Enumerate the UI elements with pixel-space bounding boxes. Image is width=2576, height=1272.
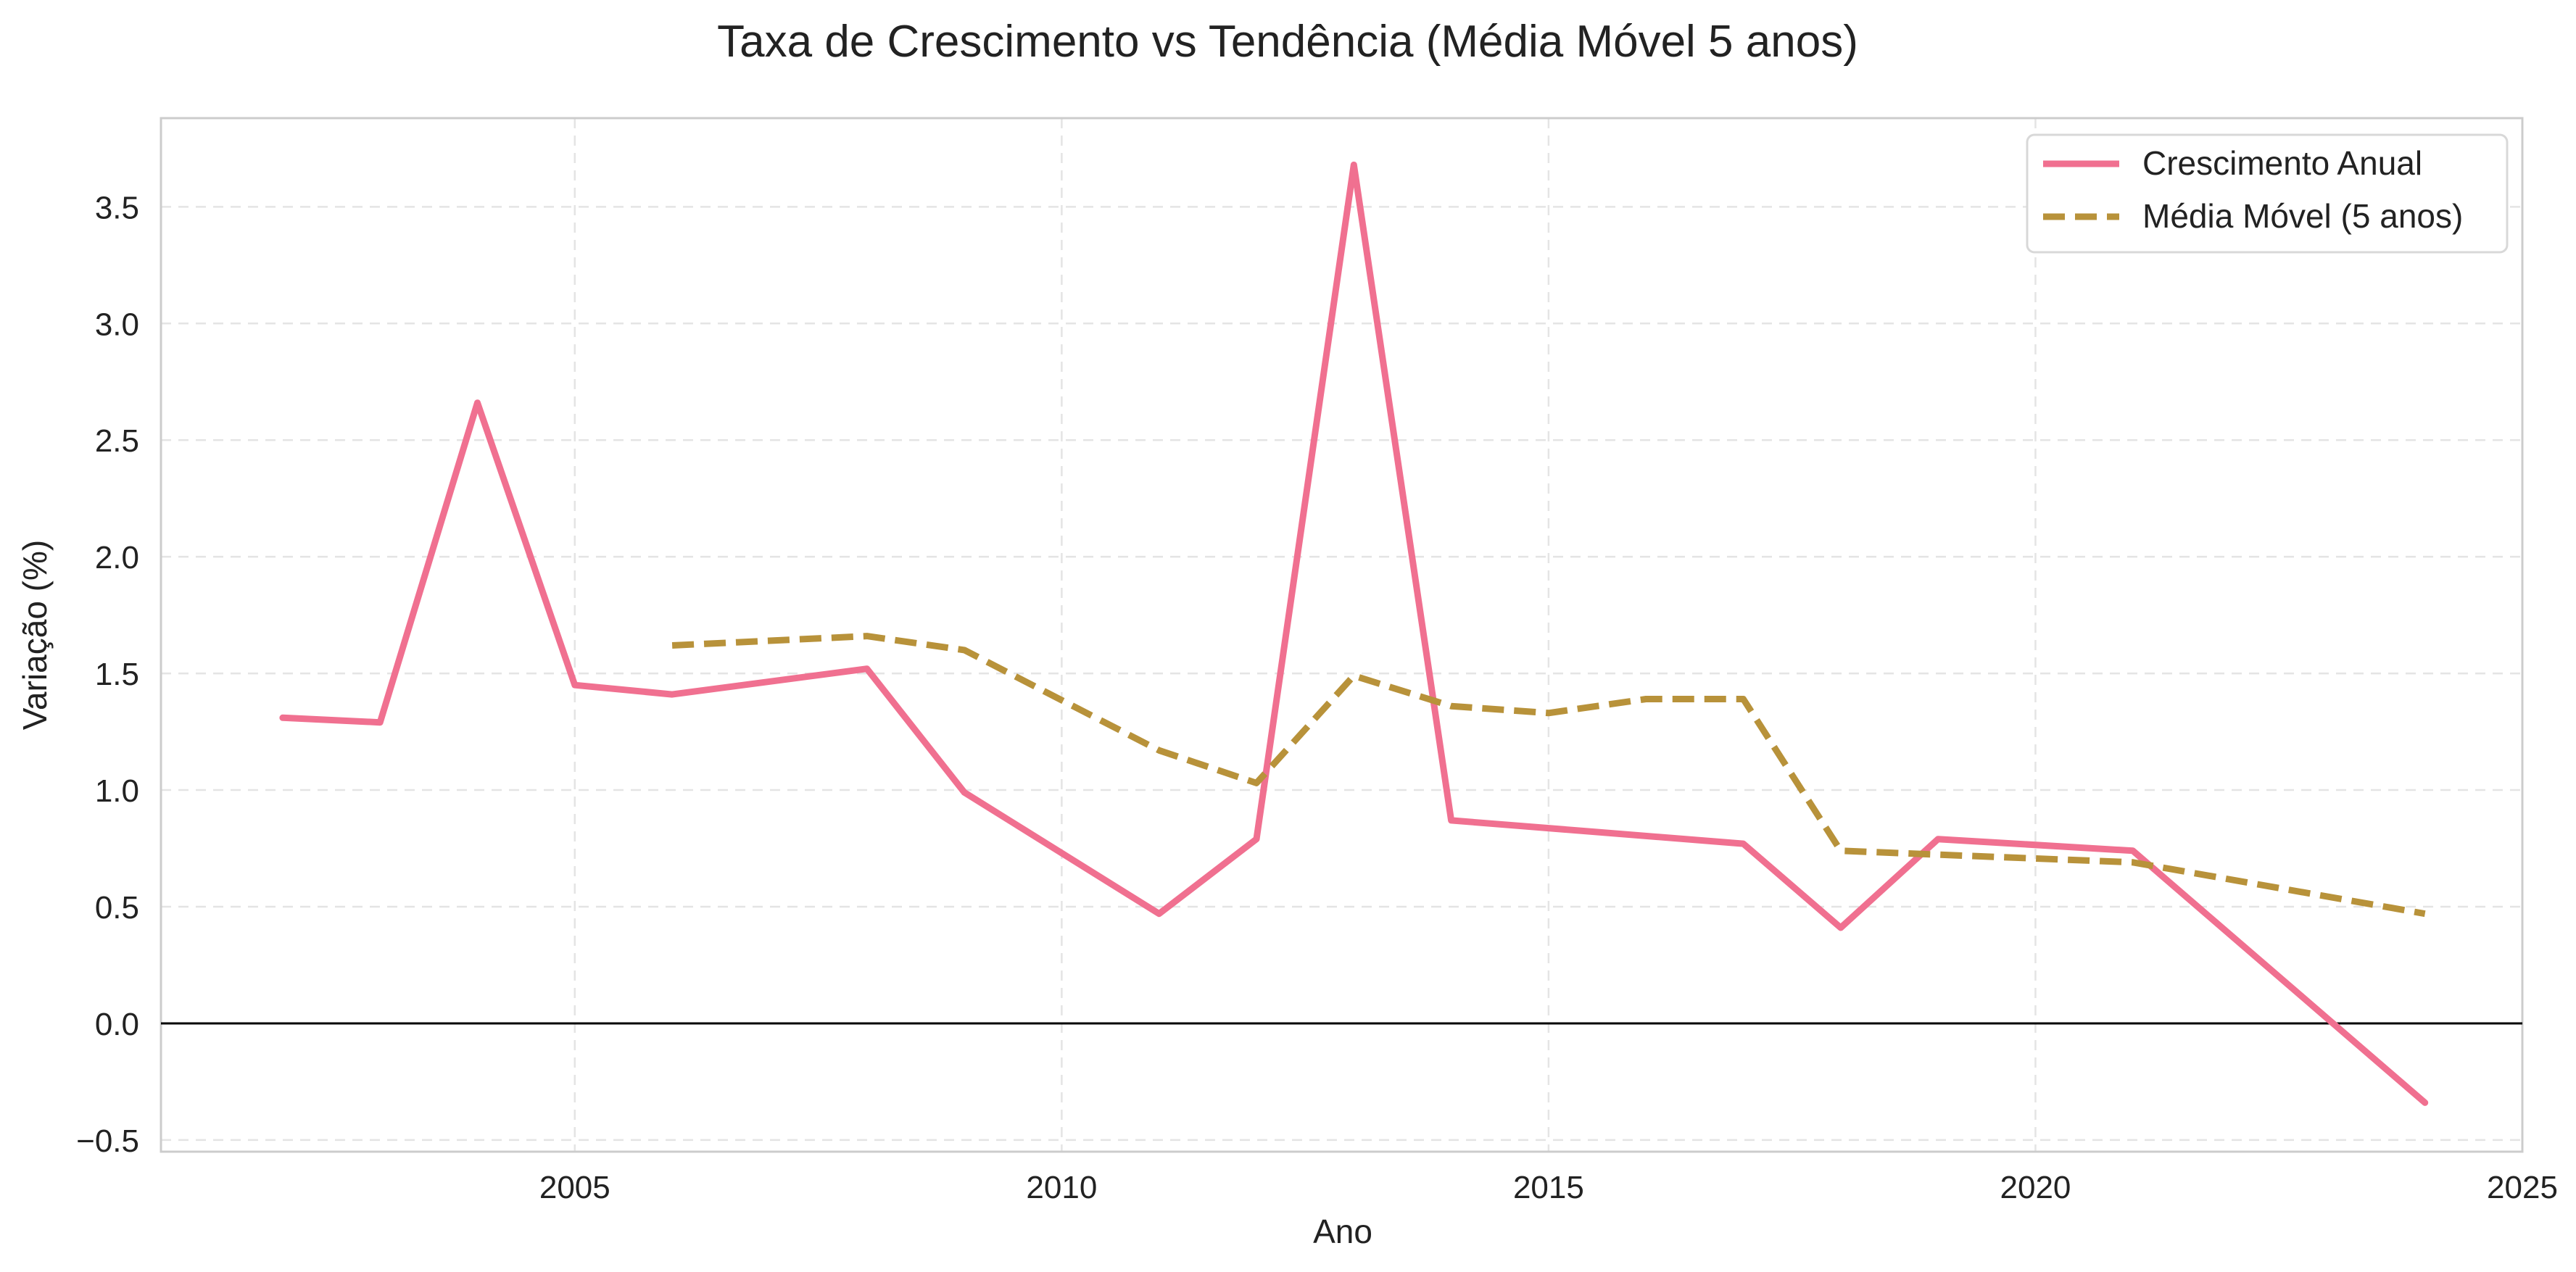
x-tick-label: 2025 <box>2487 1170 2558 1205</box>
y-tick-label: 3.0 <box>95 307 139 342</box>
x-tick-label: 2005 <box>539 1170 610 1205</box>
legend-label-crescimento: Crescimento Anual <box>2142 144 2422 182</box>
x-tick-label: 2020 <box>2000 1170 2071 1205</box>
series-layer <box>279 161 2429 1106</box>
y-tick-label: 1.5 <box>95 657 139 692</box>
tick-label-layer: 2005 2010 2015 2020 2025 −0.5 0.0 0.5 1.0 1.5 2.0 2… <box>76 190 2558 1205</box>
y-tick-label: 2.5 <box>95 423 139 459</box>
y-axis-label: Variação (%) <box>16 540 54 730</box>
x-tick-label: 2015 <box>1513 1170 1584 1205</box>
y-tick-label: 0.0 <box>95 1007 139 1042</box>
legend-box <box>2026 133 2509 254</box>
y-tick-label: 0.5 <box>95 890 139 926</box>
plot-frame <box>160 117 2524 1153</box>
series-line-1 <box>671 633 2426 918</box>
y-tick-label: 1.0 <box>95 773 139 809</box>
grid-layer <box>161 118 2524 1152</box>
x-axis-label: Ano <box>1313 1213 1372 1250</box>
y-tick-label: −0.5 <box>76 1123 139 1159</box>
series-line-0 <box>279 161 2429 1106</box>
y-tick-label: 2.0 <box>95 540 139 575</box>
x-tick-label: 2010 <box>1026 1170 1097 1205</box>
legend: Crescimento Anual Média Móvel (5 anos) <box>2026 133 2509 254</box>
chart-title: Taxa de Crescimento vs Tendência (Média … <box>717 17 1858 67</box>
y-tick-label: 3.5 <box>95 190 139 225</box>
legend-label-media-movel: Média Móvel (5 anos) <box>2142 197 2463 235</box>
